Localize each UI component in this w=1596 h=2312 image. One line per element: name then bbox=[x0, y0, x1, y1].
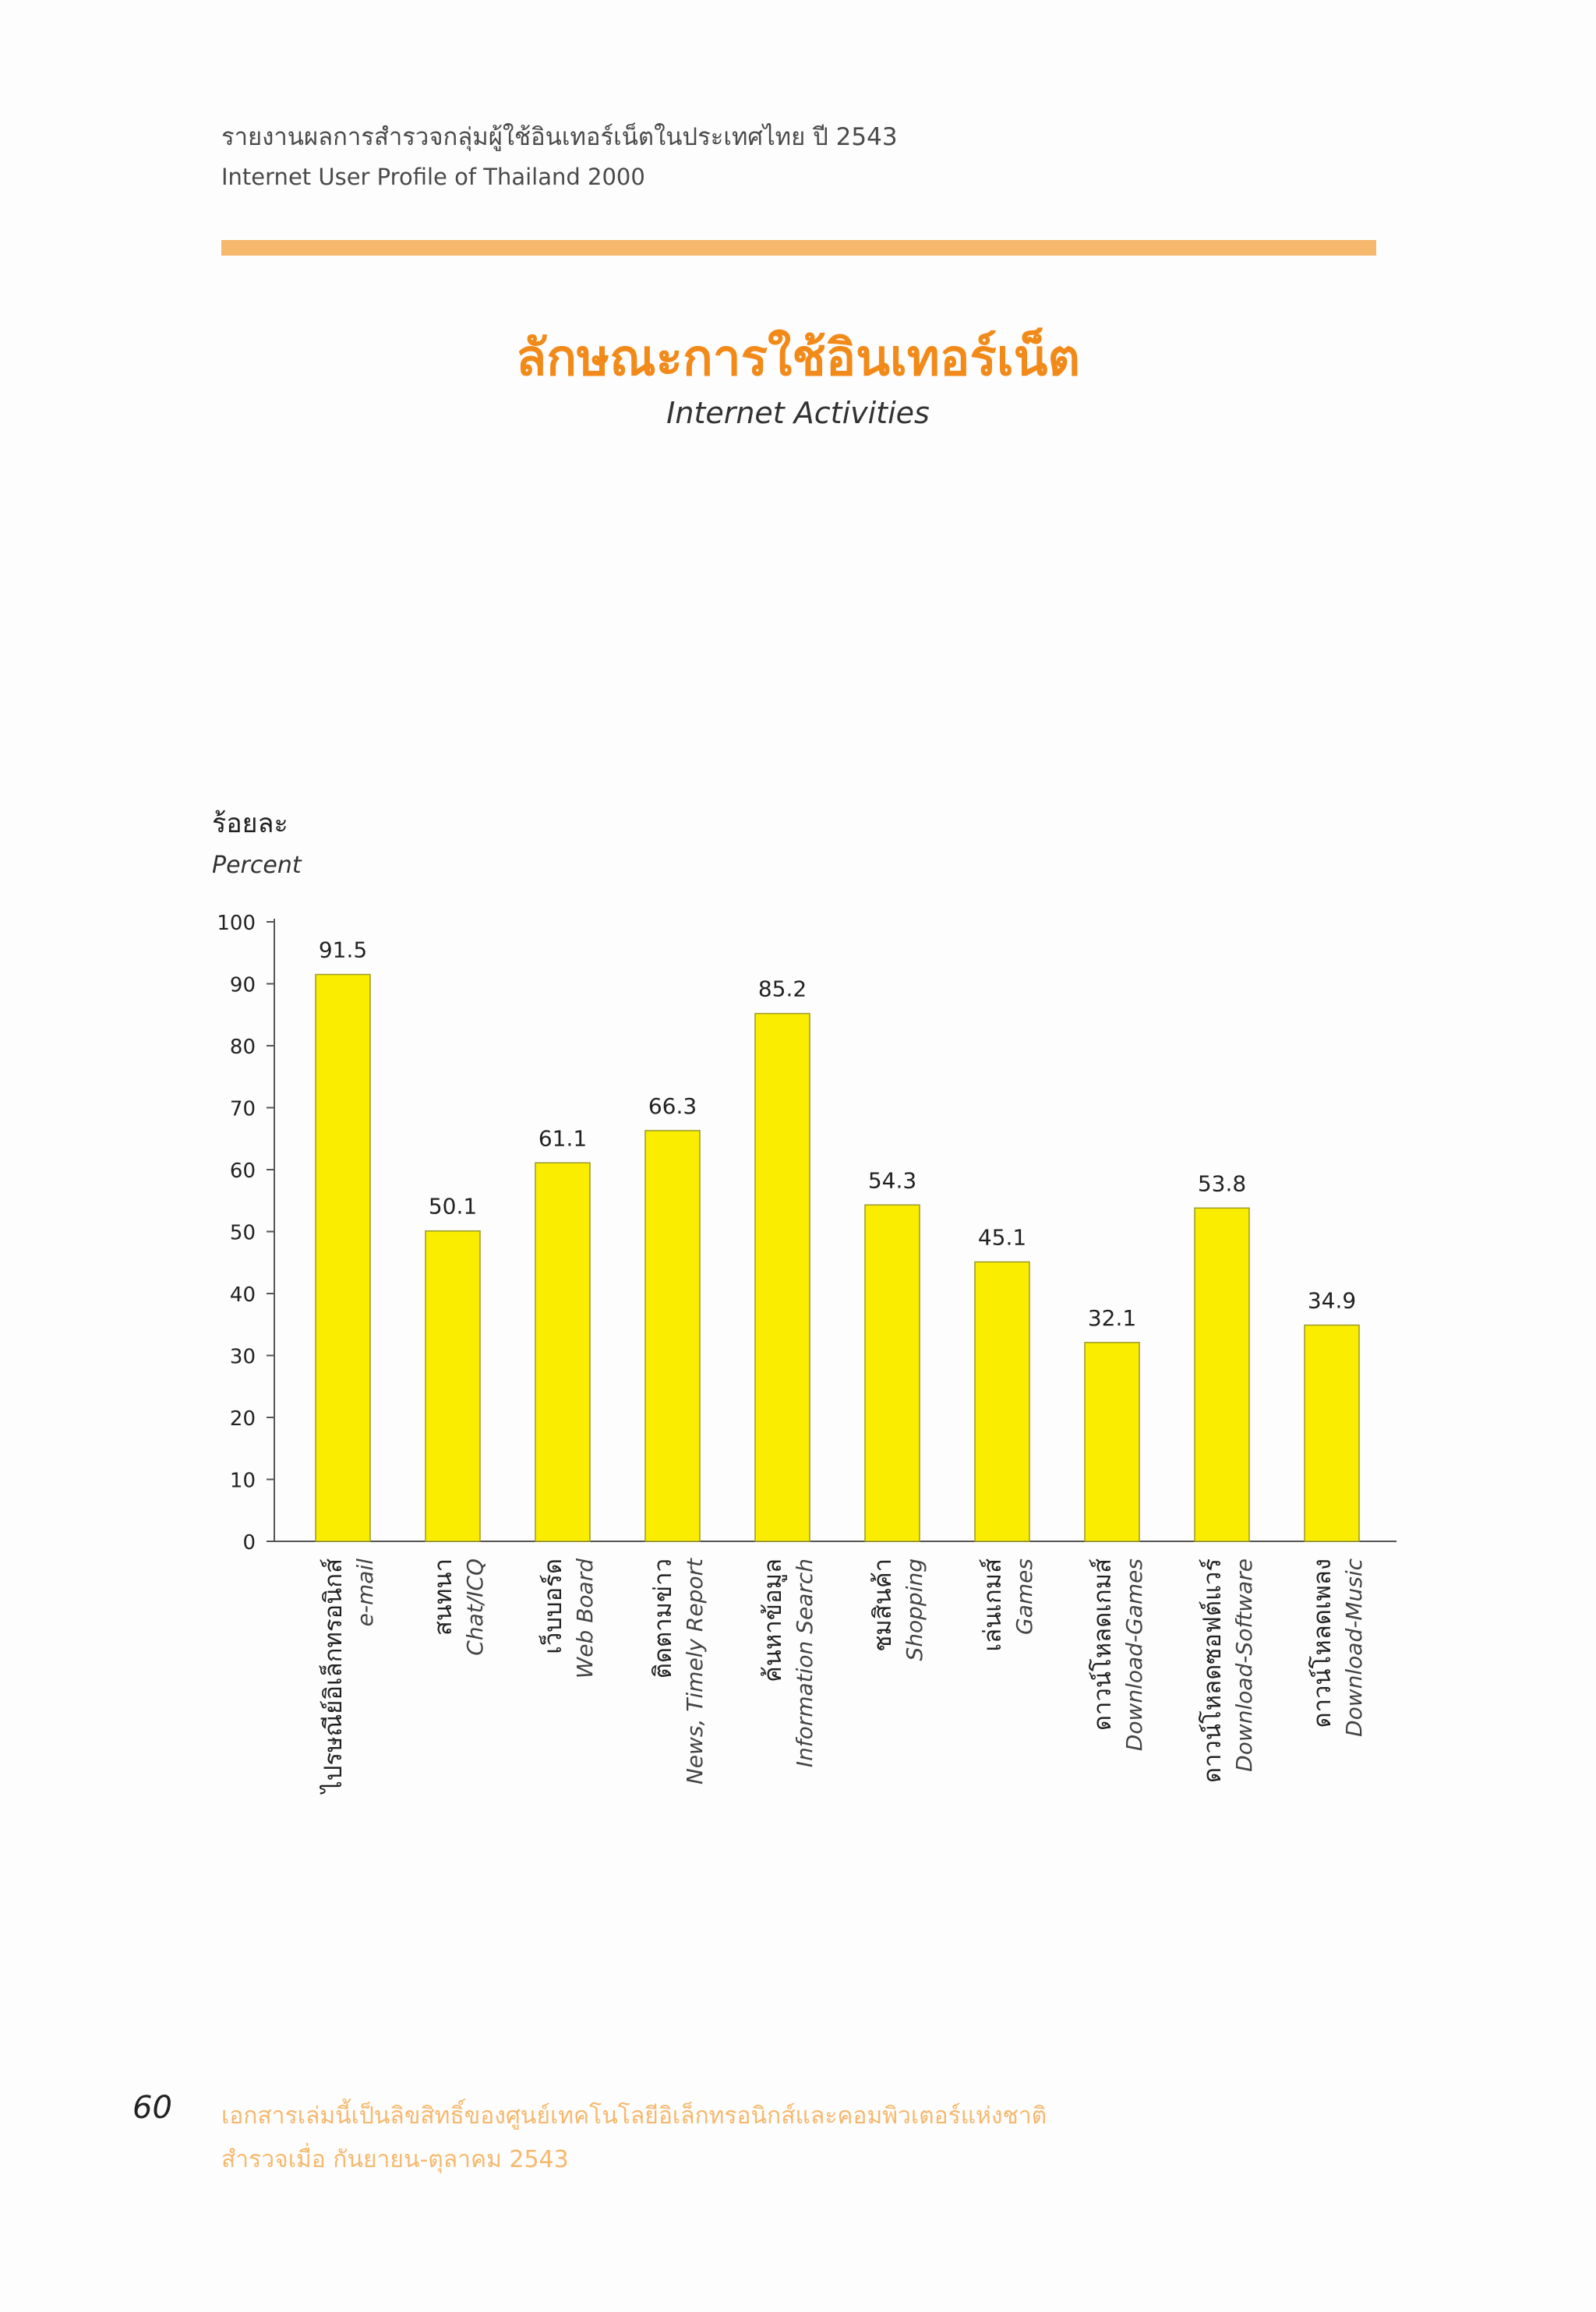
y-tick-label: 100 bbox=[217, 912, 256, 935]
x-category-label-th: ค้นหาข้อมูล bbox=[759, 1558, 787, 1682]
x-category-label-th: เว็บบอร์ด bbox=[538, 1558, 567, 1654]
x-category-label-en: Information Search bbox=[792, 1558, 817, 1767]
x-category-label-en: Shopping bbox=[902, 1558, 927, 1661]
page-title-th: ลักษณะการใช้อินเทอร์เน็ต bbox=[516, 330, 1080, 387]
bar bbox=[1304, 1324, 1360, 1542]
y-axis-label-en: Percent bbox=[212, 852, 302, 879]
x-category-label-th: ชมสินค้า bbox=[869, 1558, 897, 1652]
y-tick-label: 70 bbox=[230, 1098, 256, 1121]
bar bbox=[425, 1230, 481, 1542]
y-axis-label-th: ร้อยละ bbox=[212, 808, 288, 839]
bar-value-label: 50.1 bbox=[429, 1194, 477, 1220]
x-category-label-en: Download-Games bbox=[1121, 1558, 1147, 1751]
y-tick-label: 60 bbox=[230, 1160, 256, 1183]
header-title-en: Internet User Profile of Thailand 2000 bbox=[221, 164, 645, 190]
y-tick-label: 40 bbox=[230, 1283, 256, 1307]
x-category-label-en: Download-Software bbox=[1231, 1558, 1257, 1772]
bar-value-label: 66.3 bbox=[648, 1093, 697, 1119]
bar-value-label: 32.1 bbox=[1088, 1305, 1136, 1331]
bar bbox=[1194, 1207, 1250, 1542]
bar-value-label: 53.8 bbox=[1198, 1170, 1246, 1196]
bar bbox=[1084, 1342, 1140, 1542]
x-category-label-th: ดาวน์โหลดซอฟต์แวร์ bbox=[1199, 1558, 1227, 1783]
bar bbox=[644, 1130, 701, 1542]
x-category-label-th: ดาวน์โหลดเกมส์ bbox=[1089, 1558, 1117, 1731]
y-tick-label: 80 bbox=[230, 1036, 256, 1059]
y-tick-label: 30 bbox=[230, 1346, 256, 1369]
bar-value-label: 91.5 bbox=[319, 937, 367, 963]
y-tick-label: 0 bbox=[242, 1531, 256, 1555]
x-category-label-th: ไปรษณีย์อิเล็กทรอนิกส์ bbox=[319, 1558, 348, 1795]
x-category-label-en: News, Timely Report bbox=[682, 1558, 708, 1784]
bar-value-label: 45.1 bbox=[978, 1224, 1026, 1250]
x-category-label-en: e-mail bbox=[352, 1558, 378, 1627]
page-title-en: Internet Activities bbox=[666, 396, 930, 430]
x-category-label-en: Games bbox=[1012, 1558, 1037, 1635]
bar bbox=[754, 1012, 810, 1542]
x-category-label-th: สนทนา bbox=[429, 1558, 457, 1636]
bar bbox=[864, 1204, 920, 1542]
y-tick-label: 90 bbox=[230, 974, 256, 997]
footer-survey-date: สำรวจเมื่อ กันยายน-ตุลาคม 2543 bbox=[221, 2146, 569, 2173]
bar bbox=[974, 1261, 1030, 1542]
y-tick-label: 50 bbox=[230, 1222, 256, 1245]
bar bbox=[535, 1162, 591, 1542]
y-tick-label: 10 bbox=[230, 1470, 256, 1493]
header-title-th: รายงานผลการสำรวจกลุ่มผู้ใช้อินเทอร์เน็ตใ… bbox=[221, 123, 898, 151]
x-category-label-en: Chat/ICQ bbox=[462, 1558, 488, 1656]
x-category-label-th: ติดตามข่าว bbox=[649, 1558, 677, 1678]
bar bbox=[315, 973, 371, 1542]
bar-value-label: 61.1 bbox=[538, 1125, 587, 1151]
x-category-label-th: ดาวน์โหลดเพลง bbox=[1308, 1558, 1336, 1728]
footer-copyright: เอกสารเล่มนี้เป็นลิขสิทธิ์ของศูนย์เทคโนโ… bbox=[221, 2102, 1047, 2130]
bar-value-label: 34.9 bbox=[1308, 1288, 1356, 1314]
x-category-label-en: Download-Music bbox=[1341, 1558, 1367, 1737]
y-tick-label: 20 bbox=[230, 1407, 256, 1431]
x-category-label-th: เล่นเกมส์ bbox=[979, 1558, 1007, 1652]
page-number: 60 bbox=[132, 2090, 172, 2126]
bar-value-label: 85.2 bbox=[758, 976, 807, 1002]
x-category-label-en: Web Board bbox=[572, 1558, 598, 1679]
bar-value-label: 54.3 bbox=[868, 1167, 916, 1193]
header-divider bbox=[221, 240, 1376, 256]
